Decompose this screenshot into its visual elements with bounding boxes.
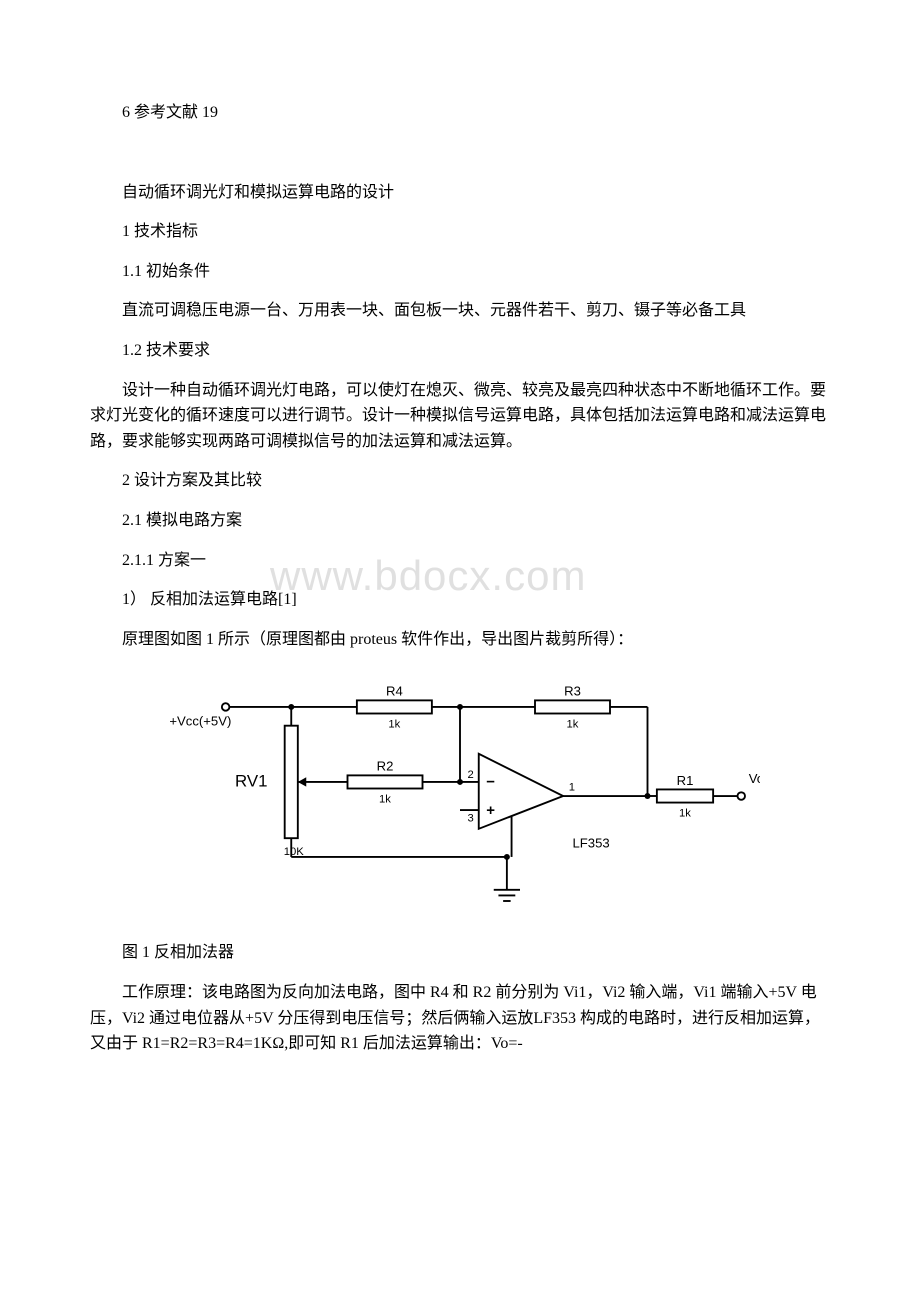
svg-text:2: 2 bbox=[468, 770, 474, 782]
svg-text:Vo: Vo bbox=[749, 771, 760, 786]
svg-text:−: − bbox=[486, 774, 495, 791]
svg-text:RV1: RV1 bbox=[235, 772, 268, 791]
svg-text:R2: R2 bbox=[377, 759, 394, 774]
svg-text:1: 1 bbox=[569, 782, 575, 794]
paragraph: 设计一种自动循环调光灯电路，可以使灯在熄灭、微亮、较亮及最亮四种状态中不断地循环… bbox=[90, 378, 830, 455]
svg-text:1k: 1k bbox=[388, 719, 400, 731]
svg-text:3: 3 bbox=[468, 813, 474, 825]
svg-text:+Vcc(+5V): +Vcc(+5V) bbox=[169, 714, 231, 729]
toc-line: 6 参考文献 19 bbox=[90, 100, 830, 126]
heading-1: 1 技术指标 bbox=[90, 219, 830, 245]
figure-caption: 图 1 反相加法器 bbox=[90, 940, 830, 966]
svg-text:R3: R3 bbox=[564, 684, 581, 699]
svg-text:+: + bbox=[486, 802, 495, 819]
paragraph: 直流可调稳压电源一台、万用表一块、面包板一块、元器件若干、剪刀、镊子等必备工具 bbox=[90, 298, 830, 324]
heading-1-2: 1.2 技术要求 bbox=[90, 338, 830, 364]
svg-text:R4: R4 bbox=[386, 684, 403, 699]
spacer bbox=[90, 140, 830, 180]
svg-text:1k: 1k bbox=[379, 794, 391, 806]
paragraph: 原理图如图 1 所示（原理图都由 proteus 软件作出，导出图片裁剪所得）： bbox=[90, 627, 830, 653]
svg-text:LF353: LF353 bbox=[573, 836, 610, 851]
heading-1-1: 1.1 初始条件 bbox=[90, 259, 830, 285]
svg-text:R1: R1 bbox=[677, 773, 694, 788]
circuit-diagram: +Vcc(+5V)R41kR31kRV110KR21k231−+LF353R11… bbox=[90, 666, 830, 926]
heading-2-1-1: 2.1.1 方案一 bbox=[90, 548, 830, 574]
heading-2: 2 设计方案及其比较 bbox=[90, 468, 830, 494]
heading-2-1: 2.1 模拟电路方案 bbox=[90, 508, 830, 534]
svg-text:1k: 1k bbox=[567, 719, 579, 731]
paragraph: 工作原理：该电路图为反向加法电路，图中 R4 和 R2 前分别为 Vi1，Vi2… bbox=[90, 980, 830, 1057]
svg-text:1k: 1k bbox=[679, 808, 691, 820]
doc-title: 自动循环调光灯和模拟运算电路的设计 bbox=[90, 180, 830, 206]
